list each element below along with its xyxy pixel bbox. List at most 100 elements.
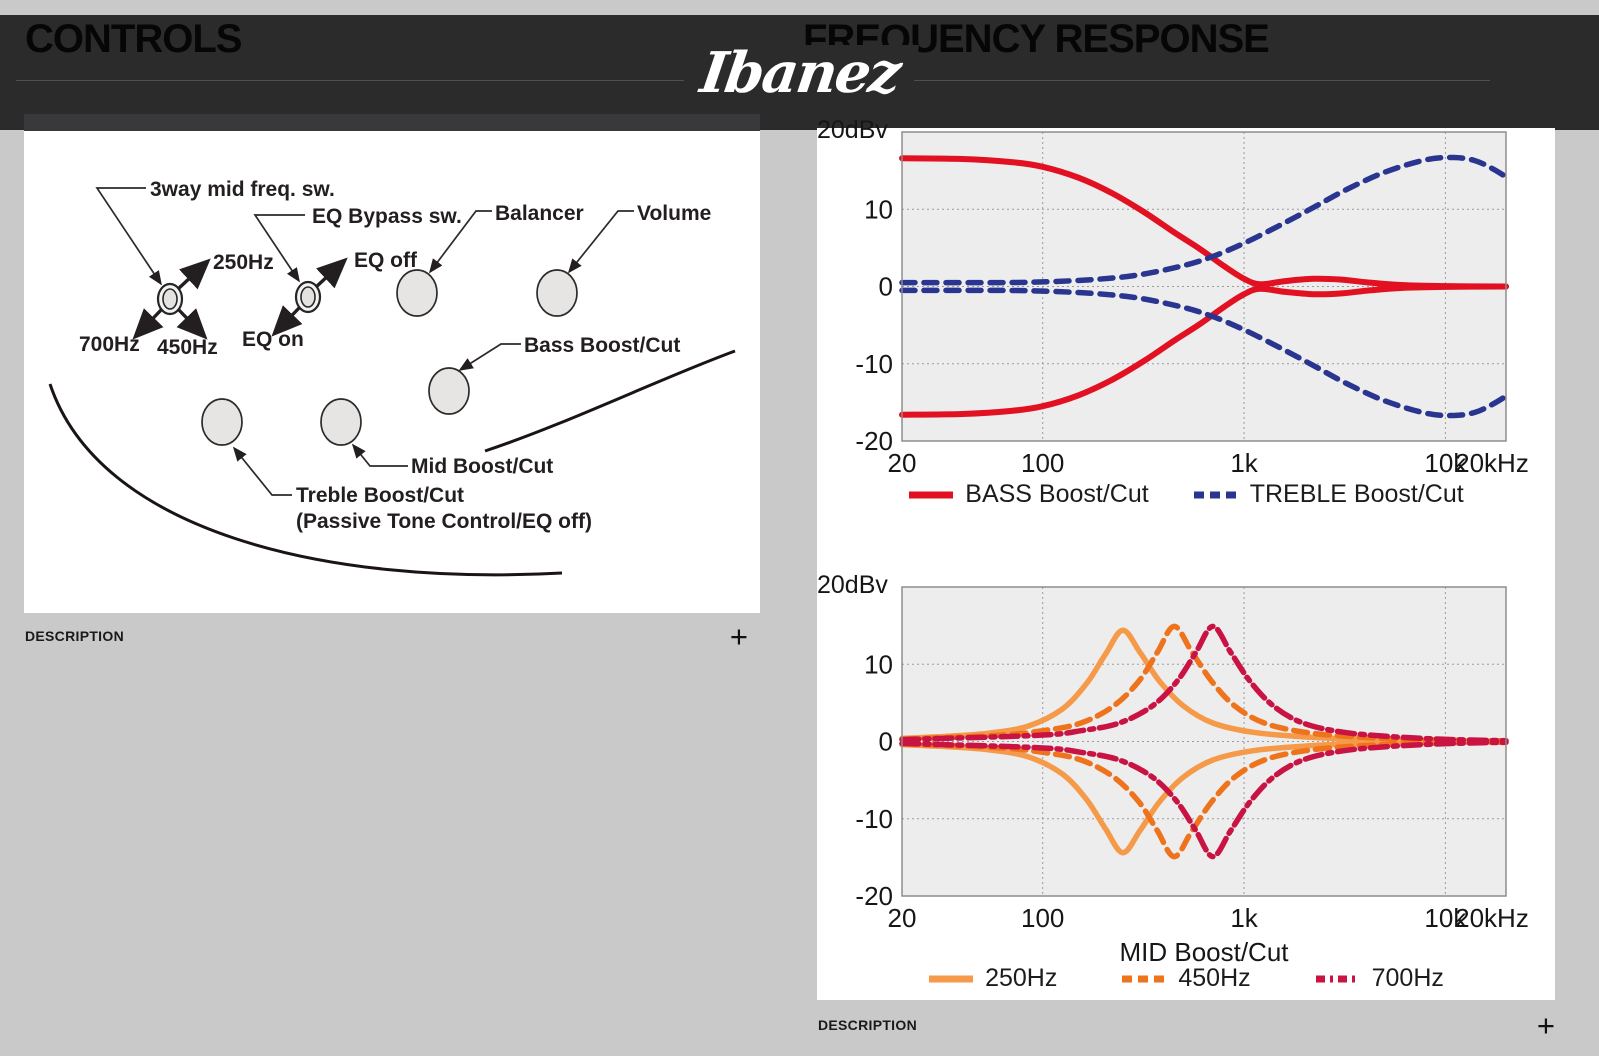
series-700Hz (cut) xyxy=(899,739,1509,860)
arrow-to-450hz xyxy=(176,307,208,340)
ibanez-logo: Ibanez xyxy=(680,40,919,106)
header: CONTROLS FREQUENCY RESPONSE Ibanez xyxy=(0,15,1599,130)
plot-border xyxy=(901,586,1507,897)
frequency-response-panel: 10 0 -10 -20 20 100 1k 10k 20kHz 20dBv BASS Boost… xyxy=(817,116,1555,1000)
treble-note-label: (Passive Tone Control/EQ off) xyxy=(296,510,592,533)
series-700Hz xyxy=(899,623,1509,744)
x-tick-label: 20kHz xyxy=(1455,448,1529,478)
legend-item: BASS Boost/Cut xyxy=(908,480,1149,509)
series-TREBLE Boost/Cut (cut) xyxy=(899,287,1509,419)
label-700hz: 700Hz xyxy=(79,333,140,356)
controls-expand-plus-icon[interactable]: + xyxy=(729,618,748,654)
legend-swatch xyxy=(1315,975,1360,982)
bass-knob[interactable] xyxy=(428,367,470,415)
bass-leader xyxy=(458,343,521,371)
legend-swatch xyxy=(929,975,974,982)
y-tick-label: -10 xyxy=(855,349,893,379)
balancer-knob[interactable] xyxy=(396,269,438,317)
series-250Hz (cut) xyxy=(899,739,1509,856)
label-450hz: 450Hz xyxy=(157,336,218,359)
eq-bypass-switch-cap xyxy=(300,286,316,308)
series-BASS Boost/Cut (cut) xyxy=(899,283,1509,418)
controls-panel: 3way mid freq. sw. 250Hz 450Hz 700Hz EQ … xyxy=(24,131,760,613)
y-unit-label: 20dBv xyxy=(817,571,888,599)
volume-knob[interactable] xyxy=(536,269,578,317)
controls-description-row: DESCRIPTION + xyxy=(25,618,748,654)
treble-label: Treble Boost/Cut xyxy=(296,484,464,507)
series-450Hz (cut) xyxy=(899,739,1509,860)
mid-knob[interactable] xyxy=(320,398,362,446)
legend-swatch xyxy=(1193,491,1238,498)
legend-item: TREBLE Boost/Cut xyxy=(1193,480,1464,509)
arrow-to-eq-off xyxy=(314,257,348,289)
plot-border xyxy=(901,131,1507,442)
body-outline-upper xyxy=(484,349,736,453)
x-tick-label: 20 xyxy=(888,448,917,478)
header-substrip xyxy=(24,114,760,131)
x-axis-title: MID Boost/Cut xyxy=(1119,937,1289,967)
y-unit-label: 20dBv xyxy=(817,116,888,144)
legend-item: 250Hz xyxy=(928,964,1057,993)
freq-expand-plus-icon[interactable]: + xyxy=(1536,1007,1555,1043)
legend-item: 700Hz xyxy=(1315,964,1444,993)
y-tick-label: -10 xyxy=(855,804,893,834)
legend-item: 450Hz xyxy=(1121,964,1251,993)
x-tick-label: 10k xyxy=(1424,903,1467,933)
x-tick-label: 20 xyxy=(888,903,917,933)
x-tick-label: 10k xyxy=(1424,448,1467,478)
y-tick-label: 10 xyxy=(864,194,893,224)
body-outline-lower xyxy=(48,383,563,577)
legend-label: 450Hz xyxy=(1178,964,1251,992)
balancer-leader xyxy=(428,210,492,274)
treble-knob[interactable] xyxy=(201,398,243,446)
bass-label: Bass Boost/Cut xyxy=(524,334,680,357)
series-TREBLE Boost/Cut xyxy=(899,154,1509,286)
freq-description-label: DESCRIPTION xyxy=(818,1017,917,1033)
label-250hz: 250Hz xyxy=(213,251,274,274)
mid-leader xyxy=(351,443,408,467)
series-BASS Boost/Cut xyxy=(899,155,1509,290)
label-eq-on: EQ on xyxy=(242,328,304,351)
arrow-to-250hz xyxy=(176,258,211,291)
series-250Hz xyxy=(899,627,1509,744)
x-tick-label: 1k xyxy=(1230,903,1258,933)
bass-treble-legend: BASS Boost/Cut TREBLE Boost/Cut xyxy=(817,480,1555,509)
legend-label: 700Hz xyxy=(1371,964,1444,992)
eq-bypass-leader xyxy=(253,214,305,283)
mid-label: Mid Boost/Cut xyxy=(411,455,553,478)
mid-freq-switch-leader xyxy=(95,187,162,286)
legend-swatch xyxy=(909,491,954,498)
mid-legend: 250Hz 450Hz 700Hz xyxy=(817,964,1555,993)
x-tick-label: 20kHz xyxy=(1455,903,1529,933)
balancer-label: Balancer xyxy=(495,202,584,225)
controls-description-label: DESCRIPTION xyxy=(25,628,124,644)
label-eq-off: EQ off xyxy=(354,249,418,272)
mid-freq-switch-label: 3way mid freq. sw. xyxy=(150,178,335,201)
legend-label: 250Hz xyxy=(985,964,1058,992)
y-tick-label: 10 xyxy=(864,649,893,679)
volume-leader xyxy=(567,210,634,274)
mid-freq-switch-cap xyxy=(162,288,178,310)
legend-label: BASS Boost/Cut xyxy=(965,480,1149,508)
arrow-to-700hz xyxy=(132,307,164,340)
treble-leader xyxy=(232,446,292,496)
y-tick-label: 0 xyxy=(879,272,893,302)
legend-label: TREBLE Boost/Cut xyxy=(1249,480,1464,508)
volume-label: Volume xyxy=(637,202,711,225)
y-tick-label: -20 xyxy=(855,881,893,911)
frequency-response-description-row: DESCRIPTION + xyxy=(818,1004,1555,1046)
x-tick-label: 1k xyxy=(1230,448,1258,478)
controls-diagram: 3way mid freq. sw. 250Hz 450Hz 700Hz EQ … xyxy=(48,178,736,577)
arrow-to-eq-on xyxy=(271,305,303,337)
eq-bypass-label: EQ Bypass sw. xyxy=(312,205,462,228)
x-tick-label: 100 xyxy=(1021,448,1064,478)
y-tick-label: -20 xyxy=(855,426,893,456)
legend-swatch xyxy=(1122,975,1167,982)
y-tick-label: 0 xyxy=(879,727,893,757)
x-tick-label: 100 xyxy=(1021,903,1064,933)
series-450Hz xyxy=(899,623,1509,744)
controls-title: CONTROLS xyxy=(25,17,242,61)
